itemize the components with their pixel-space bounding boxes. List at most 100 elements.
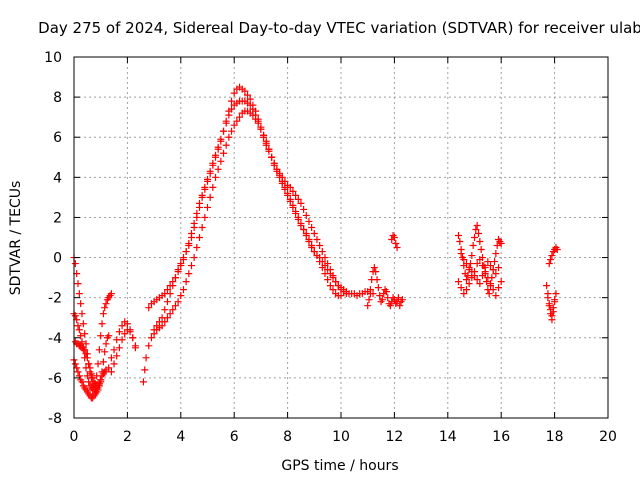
data-point <box>454 278 462 286</box>
data-point <box>190 219 198 227</box>
data-point <box>236 113 244 121</box>
data-point <box>204 175 211 183</box>
data-point <box>297 221 305 229</box>
data-point <box>492 270 500 278</box>
data-point <box>396 302 404 310</box>
data-point <box>228 127 236 135</box>
data-point <box>497 278 505 286</box>
data-point <box>286 197 294 205</box>
data-point <box>97 378 105 386</box>
data-point <box>464 272 472 280</box>
data-point <box>289 187 297 195</box>
y-axis-label: SDTVAR / TECUs <box>8 181 24 296</box>
data-point <box>321 270 329 278</box>
data-point <box>324 260 332 268</box>
data-point <box>386 302 394 310</box>
data-point <box>374 284 382 292</box>
data-point <box>485 290 493 298</box>
data-point <box>82 350 90 358</box>
data-point <box>75 290 83 298</box>
data-point <box>115 344 123 352</box>
data-point <box>489 266 497 274</box>
data-point <box>300 205 308 213</box>
data-point <box>484 258 492 266</box>
data-point <box>171 302 179 310</box>
data-point <box>107 290 115 298</box>
data-point <box>98 320 106 328</box>
data-point <box>257 125 265 133</box>
data-point <box>206 193 214 201</box>
data-point <box>495 264 503 272</box>
data-point <box>83 372 91 380</box>
series-track-l <box>454 221 505 298</box>
data-point <box>300 225 308 233</box>
data-point <box>195 199 203 207</box>
data-point <box>364 302 372 310</box>
data-point <box>390 234 398 241</box>
data-point <box>129 334 137 342</box>
data-point <box>225 111 233 119</box>
data-point <box>268 153 276 161</box>
data-point <box>126 328 134 336</box>
data-point <box>313 236 321 244</box>
data-point <box>83 354 91 362</box>
data-point <box>193 244 201 252</box>
data-point <box>230 121 238 129</box>
data-point <box>310 248 318 256</box>
data-point <box>233 117 241 125</box>
data-point <box>543 282 551 290</box>
data-point <box>228 97 236 105</box>
data-point <box>394 294 402 302</box>
data-point <box>366 286 374 294</box>
series-track-f <box>107 326 139 376</box>
data-point <box>118 336 126 344</box>
x-tick-label: 8 <box>283 429 292 445</box>
data-point <box>177 262 185 270</box>
data-point <box>473 276 481 284</box>
x-tick-label: 4 <box>176 429 185 445</box>
data-point <box>74 368 82 376</box>
data-point <box>71 260 79 268</box>
data-point <box>225 133 233 141</box>
data-point <box>217 157 225 165</box>
data-point <box>171 274 179 282</box>
y-tick-label: 4 <box>53 170 62 186</box>
data-point <box>270 161 278 169</box>
data-point <box>187 229 195 237</box>
data-point <box>145 304 153 312</box>
data-point <box>179 256 187 264</box>
data-point <box>161 306 169 314</box>
data-point <box>487 280 495 288</box>
data-point <box>484 274 492 282</box>
data-point <box>107 368 115 376</box>
data-point <box>479 272 487 280</box>
data-point <box>95 346 103 354</box>
data-point <box>473 221 481 229</box>
data-point <box>79 320 87 328</box>
y-tick-label: 6 <box>53 130 62 146</box>
data-point <box>382 288 390 296</box>
data-point <box>158 322 166 330</box>
data-point <box>150 330 158 338</box>
data-point <box>185 240 193 248</box>
series-track-k <box>388 231 401 252</box>
data-point <box>487 262 495 270</box>
series-track-c <box>70 356 110 402</box>
data-point <box>78 378 86 386</box>
data-point <box>185 270 193 278</box>
data-point <box>547 256 555 264</box>
data-point <box>318 264 326 272</box>
data-point <box>553 246 561 254</box>
data-point <box>471 272 478 280</box>
x-axis-label: GPS time / hours <box>281 458 398 474</box>
data-point <box>222 141 230 149</box>
data-point <box>321 254 329 262</box>
data-point <box>457 250 465 258</box>
data-point <box>230 89 238 97</box>
data-point <box>201 183 209 191</box>
data-point <box>182 278 190 286</box>
data-point <box>465 264 473 272</box>
data-point <box>469 242 477 250</box>
y-tick-label: 0 <box>53 251 62 267</box>
